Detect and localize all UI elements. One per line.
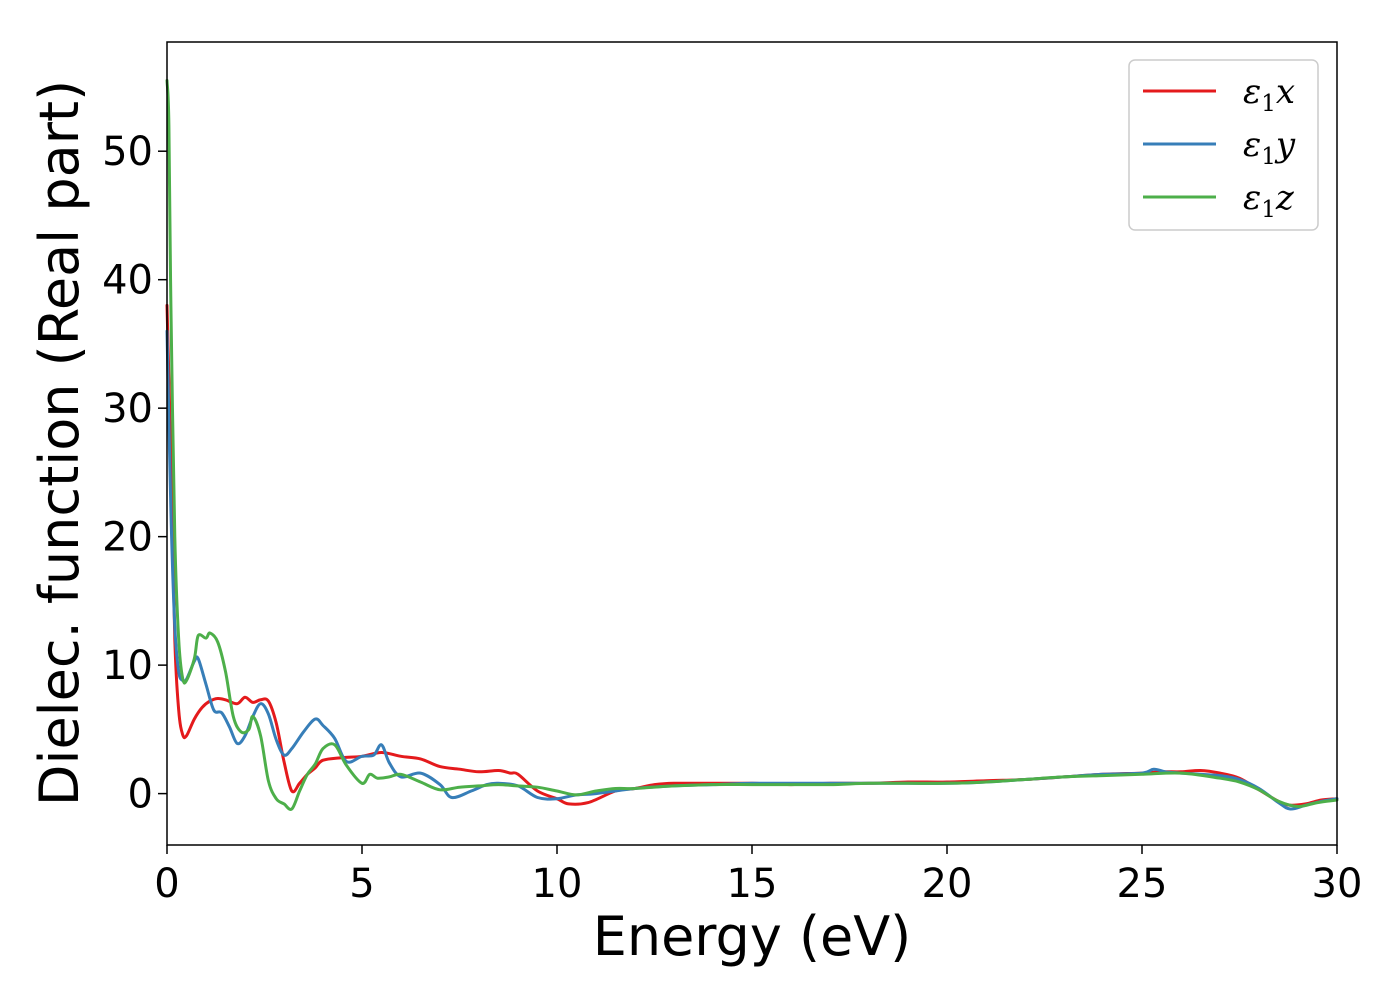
legend-label: ε1x xyxy=(1243,72,1295,117)
y-tick-label: 20 xyxy=(102,515,153,561)
legend-box xyxy=(1128,59,1319,231)
legend-item-x: ε1x xyxy=(1143,72,1295,117)
x-tick-label: 15 xyxy=(727,861,778,907)
y-tick-label: 50 xyxy=(102,129,153,175)
legend-item-y: ε1y xyxy=(1143,125,1296,170)
series-line-z xyxy=(165,79,1339,811)
x-axis-label: Energy (eV) xyxy=(593,905,912,968)
y-axis-label: Dielec. function (Real part) xyxy=(28,80,91,806)
series-line-y xyxy=(165,329,1339,811)
y-tick-label: 10 xyxy=(102,643,153,689)
legend-label: ε1y xyxy=(1243,125,1296,170)
legend-item-z: ε1z xyxy=(1143,178,1295,223)
legend: ε1x ε1y ε1z xyxy=(1128,59,1319,231)
y-tick-label: 30 xyxy=(102,386,153,432)
x-axis: 0 5 10 15 20 25 30 xyxy=(154,845,1362,907)
x-tick-label: 5 xyxy=(349,861,374,907)
y-tick-label: 40 xyxy=(102,258,153,304)
x-tick-label: 0 xyxy=(154,861,179,907)
series-layer xyxy=(165,79,1339,811)
x-tick-label: 30 xyxy=(1312,861,1363,907)
y-axis: 0 10 20 30 40 50 xyxy=(102,129,167,818)
x-tick-label: 10 xyxy=(532,861,583,907)
x-tick-label: 25 xyxy=(1117,861,1168,907)
x-tick-label: 20 xyxy=(922,861,973,907)
legend-label: ε1z xyxy=(1243,178,1295,223)
y-tick-label: 0 xyxy=(128,772,153,818)
